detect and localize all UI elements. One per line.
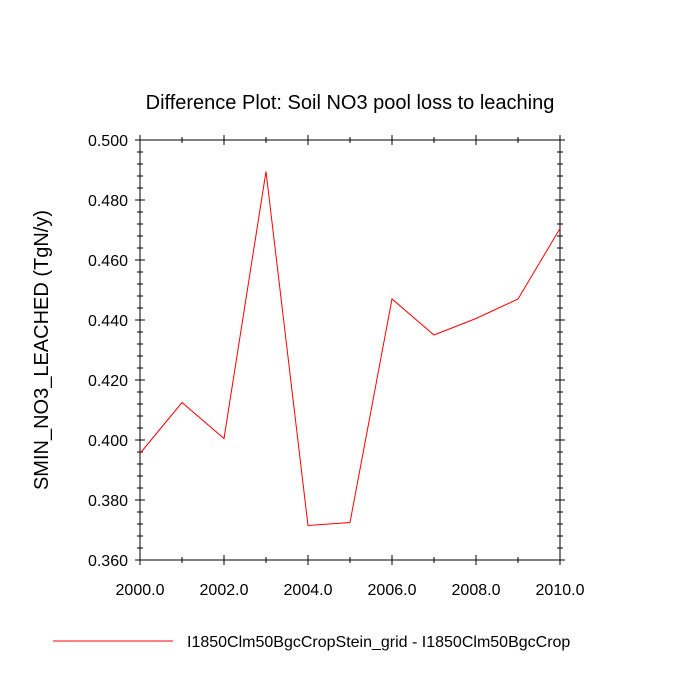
plot-frame (139, 139, 561, 561)
y-tick-label: 0.440 (88, 313, 128, 330)
legend: I1850Clm50BgcCropStein_grid - I1850Clm50… (53, 634, 570, 651)
y-tick-label: 0.400 (88, 433, 128, 450)
y-tick-label: 0.360 (88, 553, 128, 570)
chart-title: Difference Plot: Soil NO3 pool loss to l… (146, 92, 555, 114)
legend-label: I1850Clm50BgcCropStein_grid - I1850Clm50… (187, 634, 570, 651)
x-tick-label: 2006.0 (368, 582, 417, 599)
y-tick-label: 0.460 (88, 253, 128, 270)
y-tick-label: 0.420 (88, 373, 128, 390)
x-tick-label: 2004.0 (284, 582, 333, 599)
y-axis-label: SMIN_NO3_LEACHED (TgN/y) (31, 210, 53, 490)
y-tick-label: 0.500 (88, 133, 128, 150)
y-tick-labels: 0.360 0.380 0.400 0.420 0.440 0.460 0.480 0.500 (88, 133, 128, 570)
x-tick-label: 2008.0 (452, 582, 501, 599)
x-tick-label: 2000.0 (116, 582, 165, 599)
y-tick-label: 0.380 (88, 493, 128, 510)
x-tick-label: 2010.0 (536, 582, 585, 599)
x-tick-label: 2002.0 (200, 582, 249, 599)
series-line (139, 171, 561, 527)
series-group (139, 171, 561, 527)
y-tick-label: 0.480 (88, 193, 128, 210)
x-tick-labels: 2000.0 2002.0 2004.0 2006.0 2008.0 2010.0 (116, 582, 585, 599)
minor-ticks (137, 137, 563, 563)
major-ticks (135, 135, 565, 565)
